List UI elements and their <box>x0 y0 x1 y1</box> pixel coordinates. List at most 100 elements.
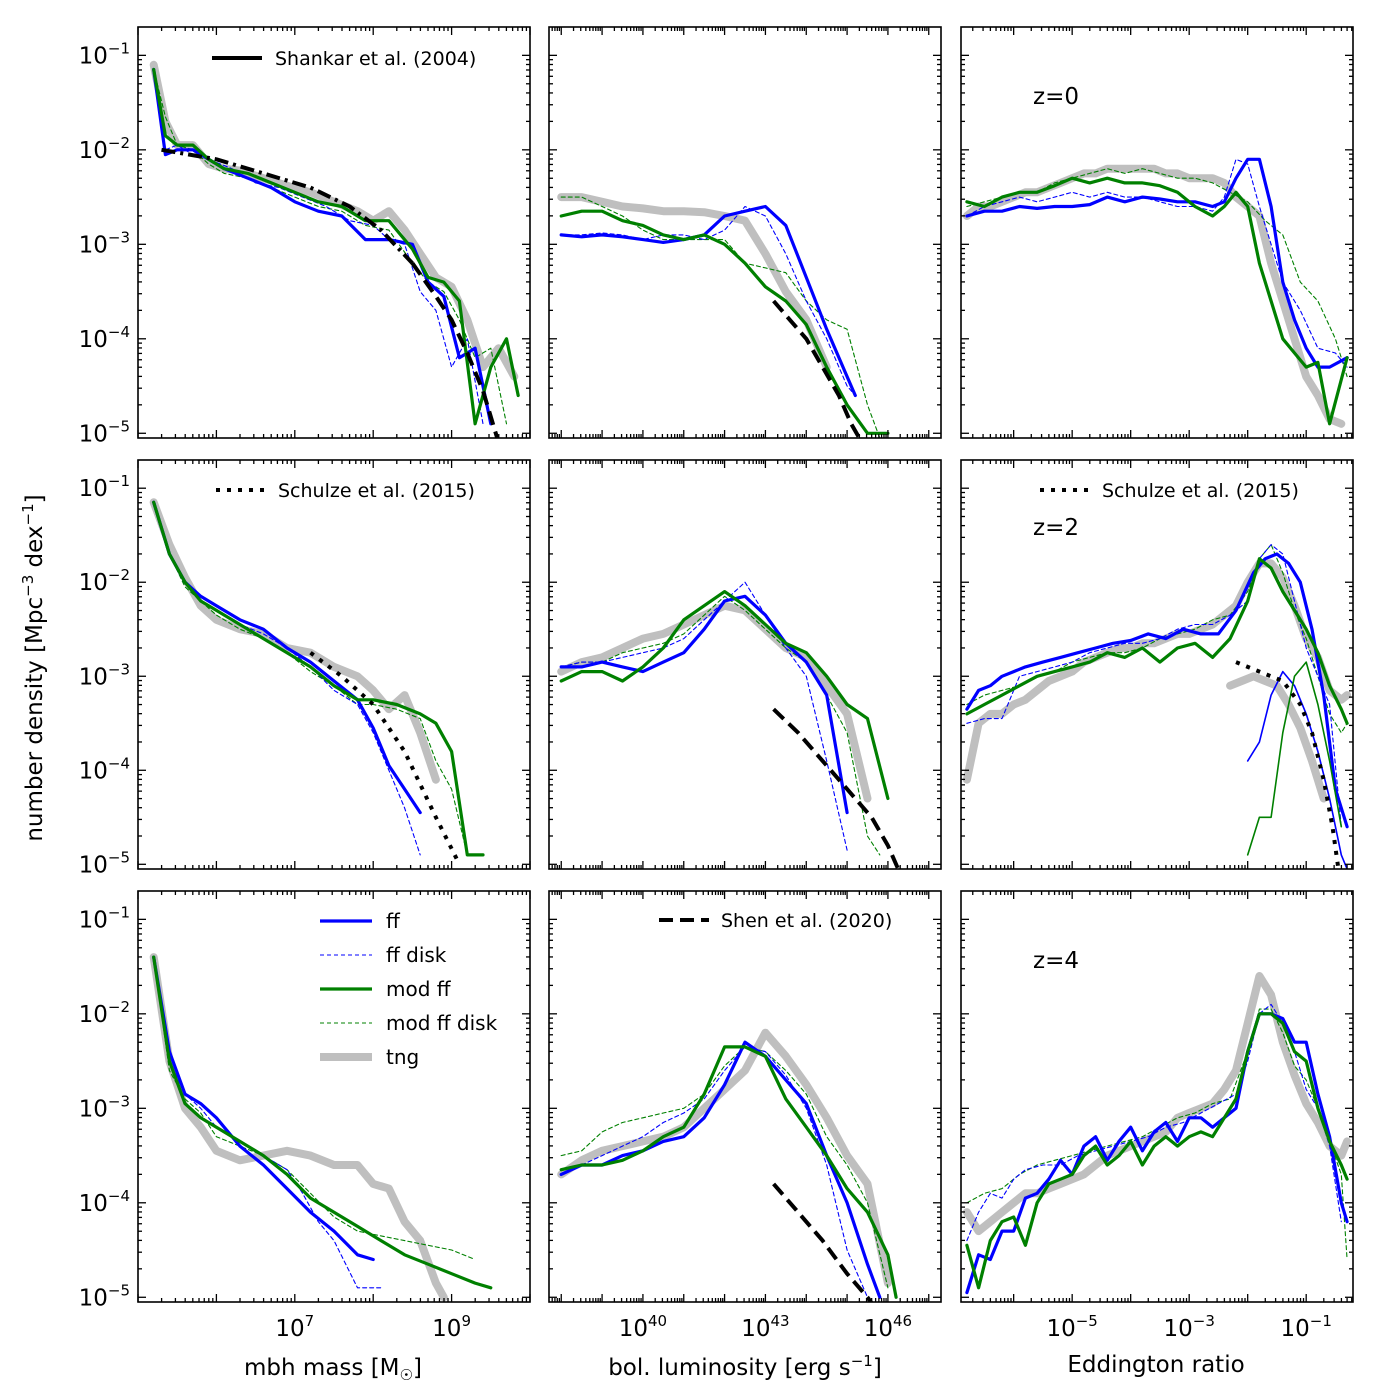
y-axis-label-exp2: −1 <box>19 503 37 525</box>
series-line-moddisk <box>966 1008 1348 1261</box>
x-tick-label-exp: 46 <box>893 1312 912 1330</box>
y-axis-label: number density [Mpc−3 dex−1] <box>19 494 48 841</box>
series-line-ff <box>152 500 422 815</box>
series-line-moddisk <box>153 68 508 425</box>
series-line-obs_dash <box>410 262 500 438</box>
panel-frame <box>548 26 942 439</box>
series-line-obs_dash <box>772 1182 874 1302</box>
panel-frame <box>548 459 942 870</box>
series-line-ffdisk <box>560 1046 869 1298</box>
panel-frame <box>960 890 1354 1303</box>
x-axis-label-eddington: Eddington ratio <box>1067 1352 1244 1378</box>
series-line-tng <box>557 1028 892 1288</box>
y-tick-label: 10−4 <box>79 754 130 784</box>
y-axis-label-exp: −3 <box>19 575 37 597</box>
y-tick-label-base: 10 <box>79 138 108 164</box>
series-line-mod <box>965 557 1349 725</box>
y-tick-label-base: 10 <box>79 570 108 596</box>
series-line-ff <box>152 67 493 426</box>
series-line-ff <box>559 204 857 398</box>
series-line-tng <box>149 60 519 381</box>
y-tick-label: 10−2 <box>79 566 130 596</box>
panel-series <box>149 498 485 866</box>
panel-series <box>149 953 493 1302</box>
y-tick-label-exp: −1 <box>108 472 130 490</box>
x-tick-label: 10−3 <box>1163 1312 1214 1342</box>
series-line-tng <box>962 972 1352 1236</box>
legend-shen-text: Shen et al. (2020) <box>721 910 892 932</box>
legend-label-mod: mod ff <box>386 977 452 1001</box>
series-line-obs_dot <box>1235 660 1341 869</box>
panel-grid: 10−510−410−310−210−1 Shankar et al. (2004… <box>79 26 1354 1342</box>
x-tick-label-base: 10 <box>1163 1316 1192 1342</box>
x-tick-label: 1043 <box>741 1312 789 1342</box>
series-line-ff <box>965 552 1349 829</box>
x-tick-label-base: 10 <box>741 1316 770 1342</box>
y-tick-label-base: 10 <box>79 852 108 878</box>
x-tick-label-exp: −3 <box>1193 1312 1215 1330</box>
x-axis-label-lum-close: ] <box>873 1355 882 1381</box>
y-tick-label: 10−3 <box>79 1092 130 1122</box>
y-tick-label-exp: −5 <box>108 848 130 866</box>
legend-main: ff ff disk mod ff mod ff disk tng <box>320 909 498 1069</box>
y-tick-label: 10−3 <box>79 660 130 690</box>
y-tick-label-exp: −5 <box>108 417 130 435</box>
series-line-ffdisk <box>153 73 484 425</box>
panel-frame <box>137 459 531 870</box>
y-tick-label: 10−1 <box>79 472 130 502</box>
series-line-ffdisk <box>153 501 421 856</box>
series-line-moddisk <box>560 1046 889 1289</box>
panel-r0-c1 <box>548 26 942 439</box>
y-tick-label: 10−2 <box>79 998 130 1028</box>
x-tick-label-exp: −1 <box>1310 1312 1332 1330</box>
series-line-tng <box>557 193 831 372</box>
panel-series <box>557 581 901 869</box>
y-tick-label-base: 10 <box>79 1002 108 1028</box>
y-tick-label-exp: −4 <box>108 754 130 772</box>
y-tick-label-exp: −1 <box>108 39 130 57</box>
series-line-ff <box>965 1012 1349 1295</box>
x-axis-label-mass-sub: ☉ <box>400 1366 413 1384</box>
x-tick-label: 10−1 <box>1280 1312 1331 1342</box>
panel-frame <box>548 890 942 1303</box>
y-tick-label-exp: −4 <box>108 1187 130 1205</box>
y-tick-label: 10−4 <box>79 1187 130 1217</box>
y-tick-label-base: 10 <box>79 421 108 447</box>
series-line-tng <box>557 601 872 803</box>
y-tick-label-base: 10 <box>79 907 108 933</box>
y-tick-label: 10−1 <box>79 903 130 933</box>
x-axis-label-mass-text: mbh mass [M <box>244 1355 400 1381</box>
legend-label-tng: tng <box>386 1045 419 1069</box>
x-tick-label-base: 10 <box>1046 1316 1075 1342</box>
x-tick-label: 10−5 <box>1046 1312 1097 1342</box>
series-line-mod <box>559 1045 898 1299</box>
legend-label-moddisk: mod ff disk <box>386 1011 498 1035</box>
panel-r1-c2: z=2 Schulze et al. (2015) <box>960 459 1354 870</box>
x-tick-label-exp: 7 <box>305 1312 315 1330</box>
panel-frame <box>960 26 1354 439</box>
series-line-ff <box>965 157 1349 369</box>
series-line-ffdisk <box>560 205 856 397</box>
x-tick-label: 1046 <box>864 1312 912 1342</box>
legend-schulze-edd-text: Schulze et al. (2015) <box>1102 480 1299 502</box>
y-tick-label-base: 10 <box>79 327 108 353</box>
y-tick-label-base: 10 <box>79 476 108 502</box>
panel-series <box>149 60 520 438</box>
y-tick-label-base: 10 <box>79 43 108 69</box>
y-tick-label-exp: −2 <box>108 134 130 152</box>
series-line-obs_dash <box>772 707 901 869</box>
y-axis-label-close: ] <box>22 494 48 503</box>
panel-frame <box>137 890 531 1303</box>
legend-schulze-text: Schulze et al. (2015) <box>278 480 475 502</box>
series-line-tng <box>962 559 1352 784</box>
panel-frame <box>137 26 531 439</box>
panel-frame <box>960 459 1354 870</box>
legend-label-ffdisk: ff disk <box>386 943 447 967</box>
x-axis-label-mass-close: ] <box>413 1355 422 1381</box>
panel-series <box>557 1028 898 1302</box>
series-line-mod <box>1246 661 1343 856</box>
y-axis-label-text: number density [Mpc <box>22 597 48 842</box>
x-tick-label-exp: 40 <box>648 1312 667 1330</box>
panel-series <box>962 972 1352 1295</box>
x-tick-label-base: 10 <box>432 1316 461 1342</box>
